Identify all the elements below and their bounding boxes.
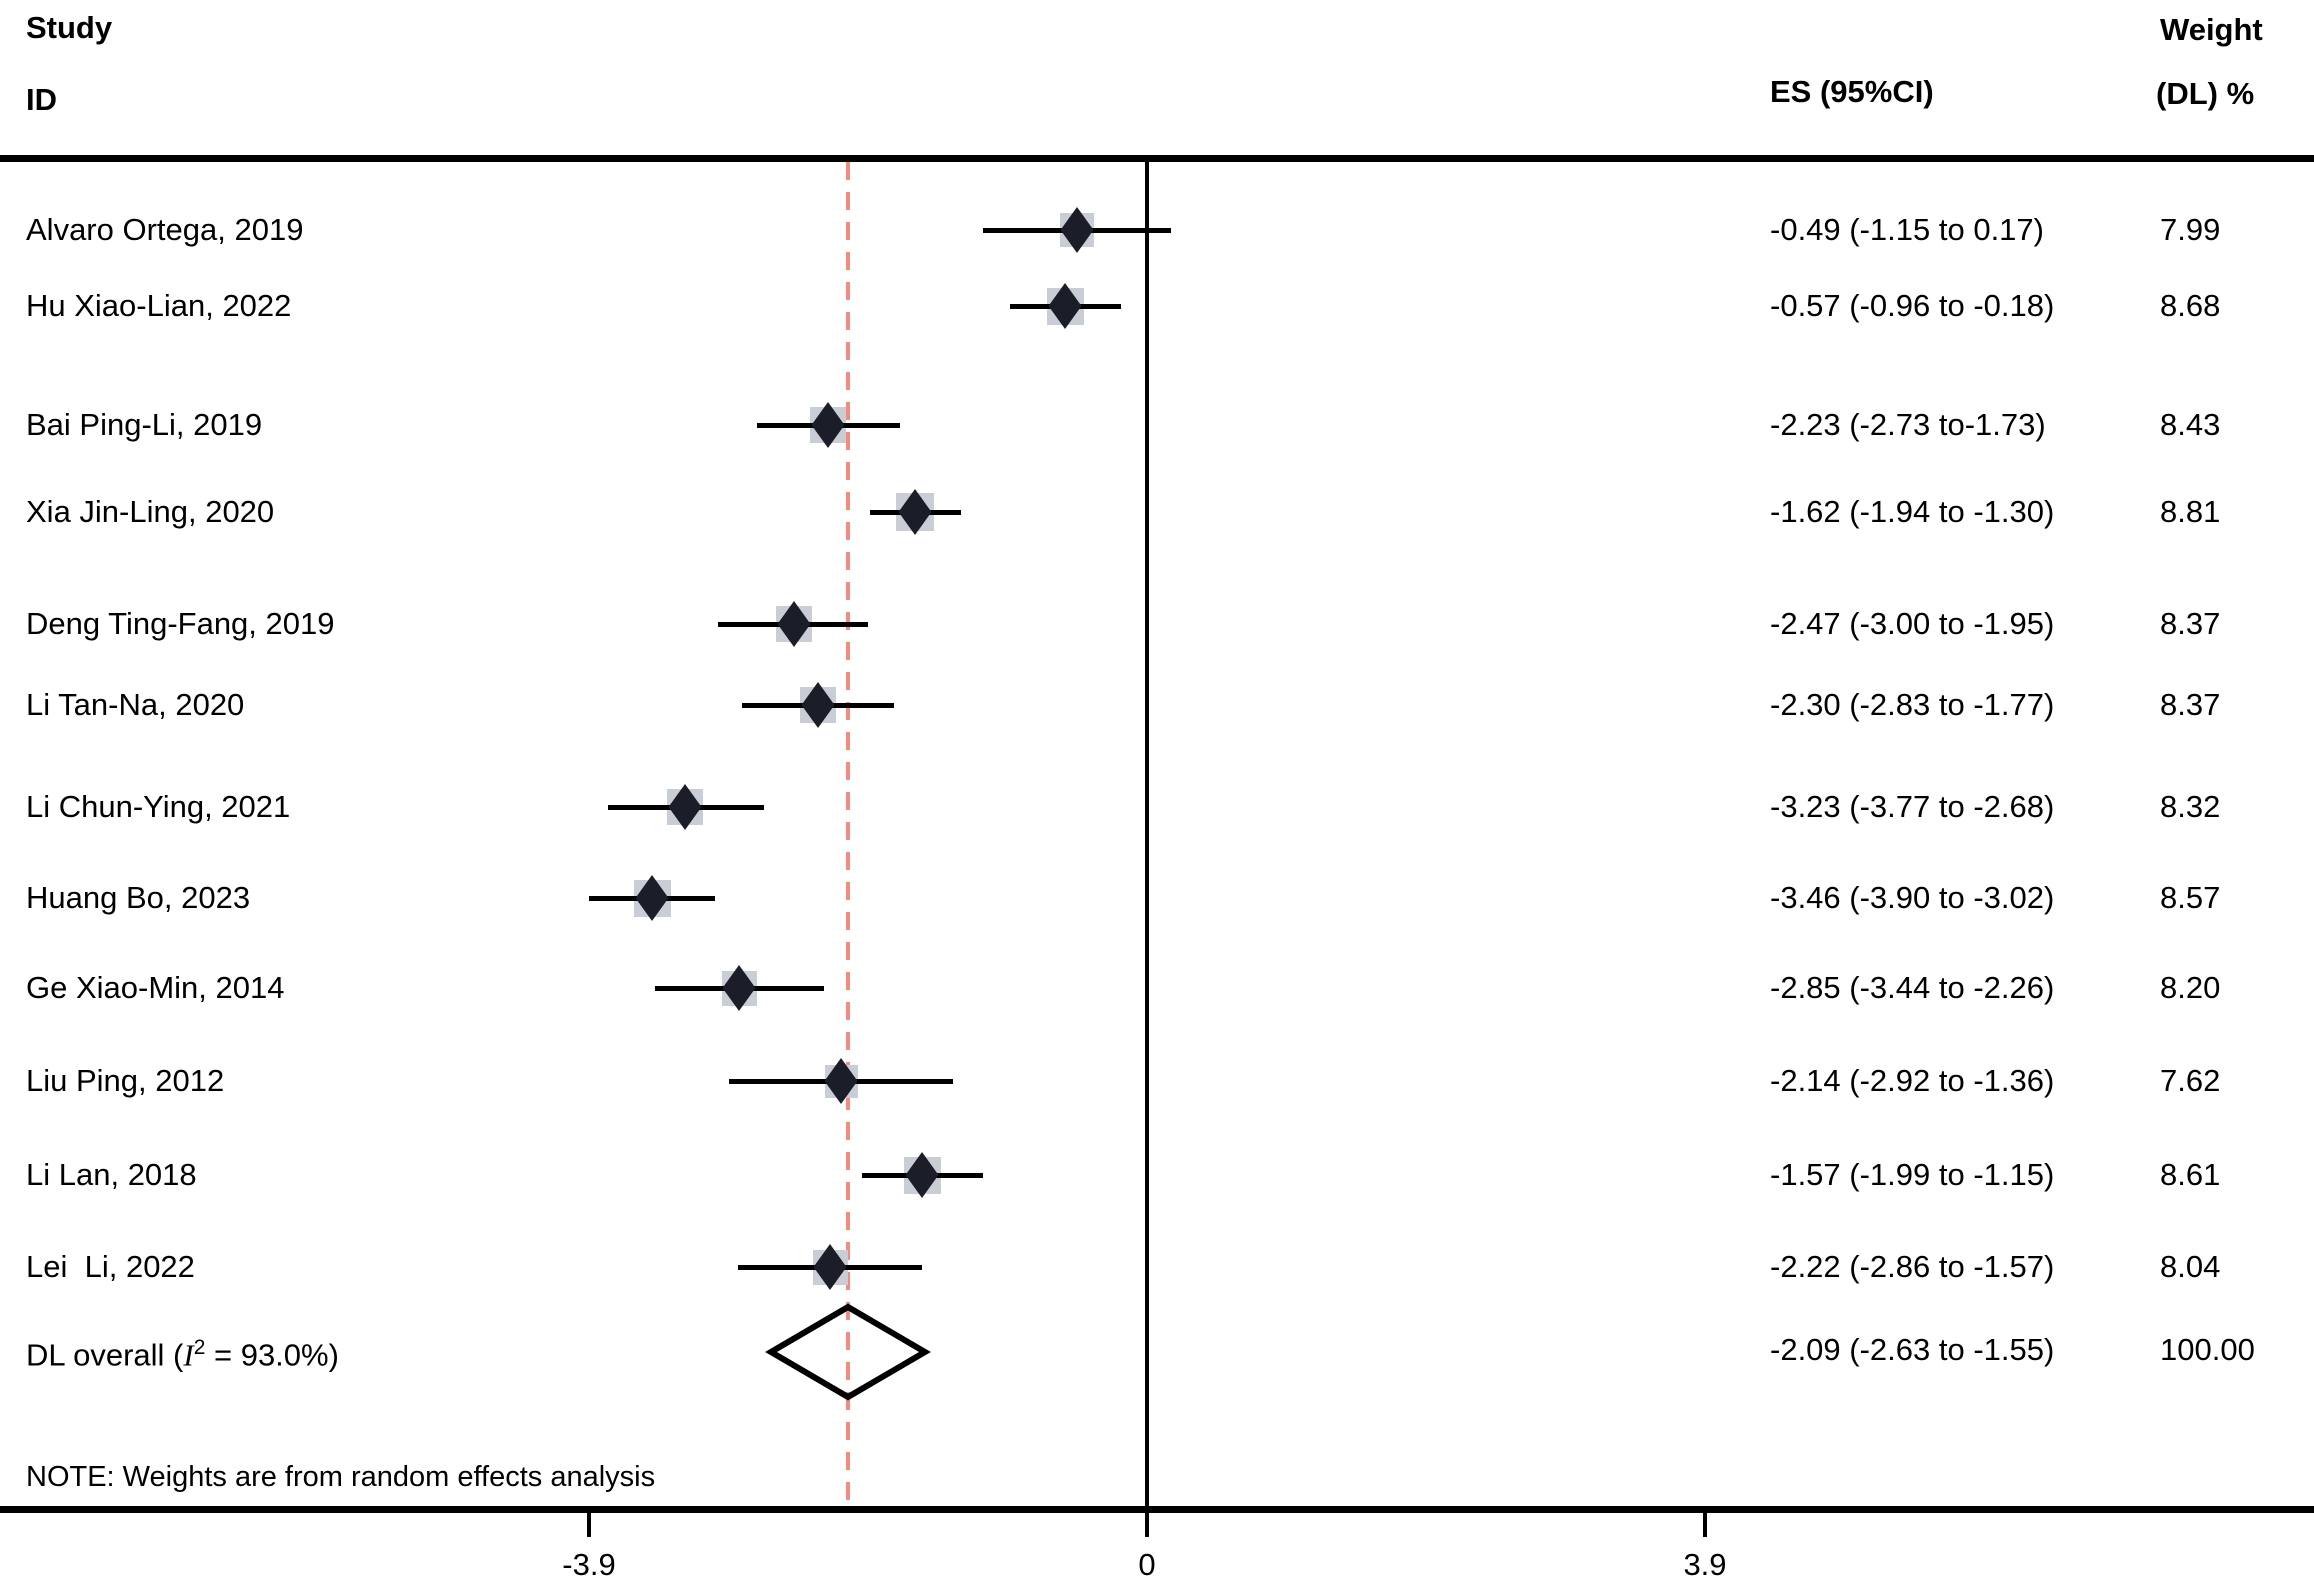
weight-value: 7.62 (2160, 1063, 2221, 1098)
header-weight-dl: (DL) % (2156, 76, 2255, 111)
study-label: Alvaro Ortega, 2019 (26, 212, 304, 247)
i-squared-exponent: 2 (193, 1336, 206, 1359)
es-value: -2.85 (-3.44 to -2.26) (1770, 970, 2055, 1005)
weight-value: 8.81 (2160, 494, 2221, 529)
overall-weight-value: 100.00 (2160, 1332, 2255, 1367)
header-es-ci: ES (95%CI) (1770, 74, 1934, 109)
es-value: -2.22 (-2.86 to -1.57) (1770, 1249, 2055, 1284)
weight-value: 8.04 (2160, 1249, 2221, 1284)
study-label: Hu Xiao-Lian, 2022 (26, 288, 292, 323)
overall-label-suffix: = 93.0%) (205, 1337, 339, 1373)
overall-label: DL overall (I2 = 93.0%) (26, 1330, 339, 1373)
es-value: -1.62 (-1.94 to -1.30) (1770, 494, 2055, 529)
es-value: -3.46 (-3.90 to -3.02) (1770, 880, 2055, 915)
overall-estimate-dashed-line (846, 162, 850, 1506)
study-label: Xia Jin-Ling, 2020 (26, 494, 275, 529)
i-squared-symbol: I (183, 1337, 194, 1373)
weight-value: 8.20 (2160, 970, 2221, 1005)
study-label: Li Tan-Na, 2020 (26, 687, 245, 722)
study-label: Bai Ping-Li, 2019 (26, 407, 263, 442)
es-value: -3.23 (-3.77 to -2.68) (1770, 789, 2055, 824)
header-weight: Weight (2160, 12, 2263, 47)
study-label: Deng Ting-Fang, 2019 (26, 606, 335, 641)
overall-label-prefix: DL overall ( (26, 1337, 184, 1373)
weight-value: 8.37 (2160, 606, 2221, 641)
es-value: -1.57 (-1.99 to -1.15) (1770, 1157, 2055, 1192)
es-value: -2.47 (-3.00 to -1.95) (1770, 606, 2055, 641)
axis-rule (0, 1506, 2314, 1513)
study-label: Liu Ping, 2012 (26, 1063, 225, 1098)
weight-value: 8.32 (2160, 789, 2221, 824)
weight-value: 8.68 (2160, 288, 2221, 323)
study-label: Lei Li, 2022 (26, 1249, 195, 1284)
note-text: NOTE: Weights are from random effects an… (26, 1461, 656, 1493)
axis-tick (587, 1513, 591, 1537)
weight-value: 8.61 (2160, 1157, 2221, 1192)
weight-value: 8.57 (2160, 880, 2221, 915)
weight-value: 8.43 (2160, 407, 2221, 442)
weight-value: 8.37 (2160, 687, 2221, 722)
header-study: Study (26, 10, 113, 45)
es-value: -0.57 (-0.96 to -0.18) (1770, 288, 2055, 323)
es-value: -2.14 (-2.92 to -1.36) (1770, 1063, 2055, 1098)
es-value: -2.30 (-2.83 to -1.77) (1770, 687, 2055, 722)
study-label: Ge Xiao-Min, 2014 (26, 970, 285, 1005)
header-id: ID (26, 82, 57, 117)
overall-es-value: -2.09 (-2.63 to -1.55) (1770, 1332, 2055, 1367)
es-value: -2.23 (-2.73 to-1.73) (1770, 407, 2046, 442)
axis-tick-label: 3.9 (1683, 1547, 1727, 1582)
weight-value: 7.99 (2160, 212, 2221, 247)
header-rule (0, 155, 2314, 162)
axis-tick-label: 0 (1138, 1547, 1156, 1582)
zero-reference-line (1145, 162, 1149, 1506)
study-label: Huang Bo, 2023 (26, 880, 251, 915)
study-label: Li Chun-Ying, 2021 (26, 789, 291, 824)
axis-tick (1703, 1513, 1707, 1537)
axis-tick (1145, 1513, 1149, 1537)
axis-tick-label: -3.9 (562, 1547, 616, 1582)
study-label: Li Lan, 2018 (26, 1157, 197, 1192)
es-value: -0.49 (-1.15 to 0.17) (1770, 212, 2044, 247)
